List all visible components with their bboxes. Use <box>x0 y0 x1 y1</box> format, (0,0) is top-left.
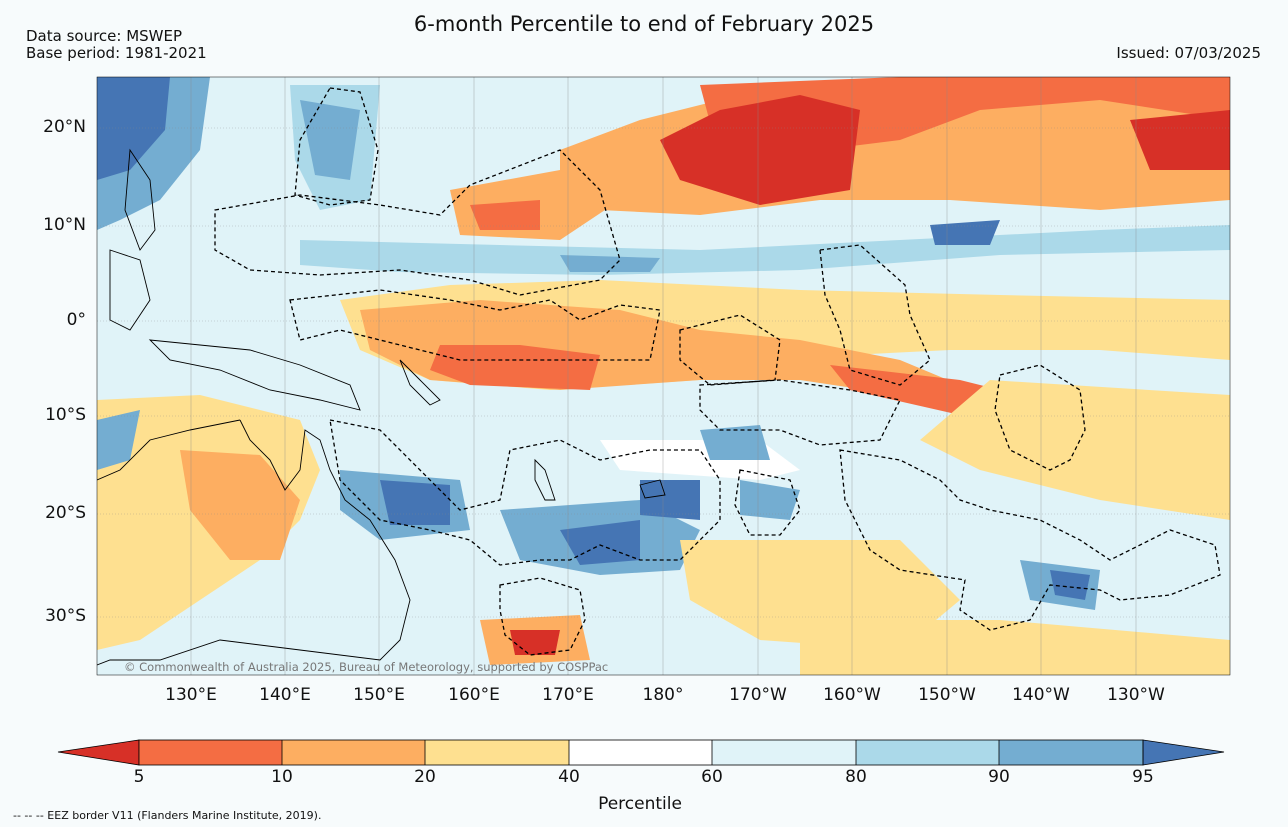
lon-label-170w: 170°W <box>729 685 787 705</box>
colorbar-tick-60: 60 <box>701 767 723 787</box>
percentile-map <box>96 76 1231 676</box>
colorbar-title: Percentile <box>598 794 682 814</box>
colorbar-high-extension <box>1142 739 1225 766</box>
lon-label-150w: 150°W <box>918 685 976 705</box>
coastlines <box>97 148 666 666</box>
lon-label-130w: 130°W <box>1107 685 1165 705</box>
colorbar-tick-40: 40 <box>558 767 580 787</box>
lat-label-20s: 20°S <box>45 503 86 523</box>
eez-footnote: -- -- -- EEZ border V11 (Flanders Marine… <box>13 809 322 822</box>
base-period-label: Base period: 1981-2021 <box>26 44 207 62</box>
eez-borders <box>214 87 1221 656</box>
lon-label-150e: 150°E <box>353 685 405 705</box>
lat-label-30s: 30°S <box>45 606 86 626</box>
lon-label-140w: 140°W <box>1012 685 1070 705</box>
colorbar-segment-80-90 <box>856 740 999 765</box>
colorbar-low-extension <box>57 739 140 766</box>
lat-label-10s: 10°S <box>45 405 86 425</box>
map-frame <box>96 76 1231 676</box>
map-title: 6-month Percentile to end of February 20… <box>413 12 875 36</box>
colorbar-segment-20-40 <box>425 740 569 765</box>
colorbar-segment-90-95 <box>999 740 1143 765</box>
colorbar-segment-40-60 <box>569 740 712 765</box>
lat-label-0: 0° <box>66 310 86 330</box>
map-field <box>97 77 1230 675</box>
colorbar-tick-20: 20 <box>414 767 436 787</box>
lon-label-170e: 170°E <box>542 685 594 705</box>
lon-label-140e: 140°E <box>259 685 311 705</box>
issued-date-label: Issued: 07/03/2025 <box>1116 44 1261 62</box>
graticule <box>97 77 1230 675</box>
lat-label-10n: 10°N <box>43 215 86 235</box>
colorbar-segment-5-10 <box>139 740 282 765</box>
lon-label-160e: 160°E <box>448 685 500 705</box>
lon-label-180: 180° <box>642 685 684 705</box>
colorbar-segment-60-80 <box>712 740 856 765</box>
lat-label-20n: 20°N <box>43 117 86 137</box>
colorbar-tick-5: 5 <box>133 767 145 787</box>
lon-label-160w: 160°W <box>823 685 881 705</box>
colorbar-tick-10: 10 <box>271 767 293 787</box>
colorbar-tick-80: 80 <box>845 767 867 787</box>
copyright-notice: © Commonwealth of Australia 2025, Bureau… <box>124 660 609 674</box>
data-source-label: Data source: MSWEP <box>26 27 183 45</box>
colorbar-segment-10-20 <box>282 740 425 765</box>
lon-label-130e: 130°E <box>165 685 217 705</box>
colorbar-tick-95: 95 <box>1132 767 1154 787</box>
colorbar-tick-90: 90 <box>988 767 1010 787</box>
